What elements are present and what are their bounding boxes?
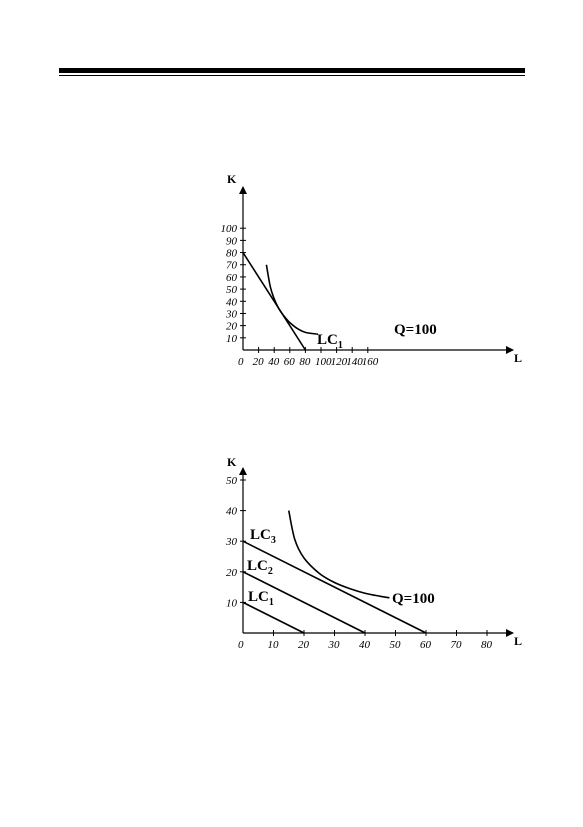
chart-1-series (242, 252, 318, 351)
y-tick-label: 20 (226, 321, 238, 333)
x-tick-label: 50 (390, 639, 402, 651)
x-tick-label: 80 (299, 356, 311, 368)
isocost-line (242, 571, 366, 634)
chart-1-isocost-label: LC1 (317, 332, 343, 351)
y-tick-label: 30 (225, 308, 238, 320)
isocost-line (242, 601, 305, 634)
y-tick-label: 50 (226, 284, 238, 296)
chart-2-isocost-2-label-main: LC (247, 558, 268, 574)
y-tick-label: 50 (226, 475, 238, 487)
x-tick-label: 20 (298, 639, 310, 651)
chart-1-x-ticks: 0 20 40 60 80 100 120 140 160 (238, 347, 379, 368)
y-tick-label: 70 (226, 260, 238, 272)
chart-1-y-axis-label: K (227, 172, 237, 186)
x-tick-label: 80 (481, 639, 493, 651)
x-tick-label: 0 (238, 356, 244, 368)
x-tick-label: 40 (268, 356, 280, 368)
chart-2-x-axis-label: L (514, 634, 522, 648)
x-tick-label: 100 (315, 356, 332, 368)
x-tick-label: 70 (451, 639, 463, 651)
isocost-line (242, 252, 307, 351)
chart-1-isocost-label-main: LC (317, 332, 338, 348)
isocost-line (242, 540, 427, 634)
chart-2-isoquant-label: Q=100 (392, 591, 435, 607)
chart-2: 0 10 20 30 40 50 60 70 80 10 20 30 40 50 K L Q=100 L… (225, 455, 522, 651)
x-tick-label: 60 (420, 639, 432, 651)
header-rule-thick (59, 68, 525, 73)
y-tick-label: 100 (221, 223, 238, 235)
chart-2-isocost-1-label-sub: 1 (269, 597, 274, 608)
y-tick-label: 40 (226, 296, 238, 308)
chart-2-isocost-2-label-sub: 2 (268, 566, 273, 577)
chart-2-axes (239, 467, 514, 637)
x-tick-label: 0 (238, 639, 244, 651)
chart-2-series (242, 510, 427, 634)
chart-1-isoquant-label: Q=100 (394, 322, 437, 338)
chart-2-isocost-2-label: LC2 (247, 558, 273, 577)
x-tick-label: 160 (362, 356, 379, 368)
chart-2-isocost-3-label: LC3 (250, 527, 276, 546)
x-tick-label: 60 (284, 356, 296, 368)
x-tick-label: 120 (331, 356, 348, 368)
x-tick-label: 140 (346, 356, 363, 368)
chart-2-y-ticks: 10 20 30 40 50 (225, 475, 246, 609)
chart-2-x-ticks: 0 10 20 30 40 50 60 70 80 (238, 630, 493, 651)
chart-1: 0 20 40 60 80 100 120 140 160 102030405060708090… (221, 172, 523, 368)
y-tick-label: 90 (226, 235, 238, 247)
y-tick-label: 30 (225, 536, 238, 548)
chart-2-isocost-3-label-sub: 3 (271, 535, 276, 546)
chart-1-axes (239, 186, 514, 354)
chart-2-isocost-1-label: LC1 (248, 589, 274, 608)
isoquant-curve (287, 510, 390, 599)
x-tick-label: 10 (268, 639, 280, 651)
y-tick-label: 60 (226, 272, 238, 284)
x-tick-label: 40 (359, 639, 371, 651)
y-tick-label: 10 (226, 597, 238, 609)
y-tick-label: 20 (226, 567, 238, 579)
x-tick-label: 20 (253, 356, 265, 368)
header-rule-thin (59, 75, 525, 76)
y-tick-label: 80 (226, 248, 238, 260)
chart-1-x-axis-label: L (514, 351, 522, 365)
isoquant-curve (265, 264, 318, 335)
chart-2-y-axis-label: K (227, 455, 237, 469)
y-tick-label: 40 (226, 506, 238, 518)
y-tick-label: 10 (226, 333, 238, 345)
x-tick-label: 30 (328, 639, 341, 651)
chart-2-isocost-3-label-main: LC (250, 527, 271, 543)
chart-2-isocost-1-label-main: LC (248, 589, 269, 605)
chart-1-isocost-label-sub: 1 (338, 340, 343, 351)
